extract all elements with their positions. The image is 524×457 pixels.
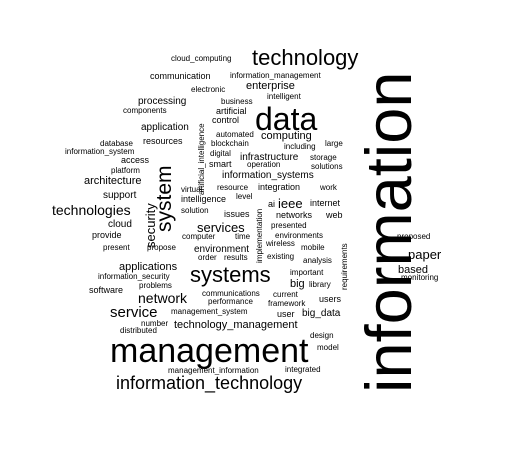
word: operation bbox=[247, 160, 281, 169]
word: artificial_intelligence bbox=[197, 123, 206, 195]
word: large bbox=[325, 139, 343, 148]
word: control bbox=[212, 115, 240, 125]
word: intelligent bbox=[267, 92, 301, 101]
word: model bbox=[317, 343, 339, 352]
word: processing bbox=[138, 96, 187, 107]
word: design bbox=[310, 331, 334, 340]
word: including bbox=[284, 142, 316, 151]
word: security bbox=[143, 203, 158, 248]
word: support bbox=[103, 190, 137, 201]
word: infrastructure bbox=[240, 152, 299, 163]
word: technology_management bbox=[174, 319, 298, 331]
word: application bbox=[141, 122, 189, 133]
word: platform bbox=[111, 166, 140, 175]
word: resources bbox=[143, 136, 183, 146]
word: user bbox=[277, 309, 295, 319]
word: blockchain bbox=[211, 139, 249, 148]
word: results bbox=[224, 253, 248, 262]
word: framework bbox=[268, 299, 306, 308]
word: internet bbox=[310, 198, 341, 208]
word: analysis bbox=[303, 256, 332, 265]
word: computing bbox=[261, 130, 312, 142]
word: communication bbox=[150, 71, 211, 81]
word: systems bbox=[190, 262, 271, 287]
word: performance bbox=[208, 297, 253, 306]
word: environment bbox=[194, 244, 250, 255]
word: storage bbox=[310, 153, 337, 162]
word: level bbox=[236, 192, 253, 201]
word: propose bbox=[147, 243, 176, 252]
word: software bbox=[89, 285, 124, 295]
word: applications bbox=[119, 261, 178, 273]
word: order bbox=[198, 253, 217, 262]
word: existing bbox=[267, 252, 295, 261]
word: ieee bbox=[278, 196, 303, 211]
word: big_data bbox=[302, 308, 341, 319]
word: integration bbox=[258, 182, 301, 192]
word: based bbox=[398, 264, 428, 276]
word: library bbox=[309, 280, 331, 289]
word: distributed bbox=[120, 326, 157, 335]
word: present bbox=[103, 243, 130, 252]
word: provide bbox=[92, 230, 122, 240]
word: number bbox=[141, 319, 169, 328]
word: technologies bbox=[52, 202, 131, 218]
word: work bbox=[320, 183, 337, 192]
word: users bbox=[319, 294, 342, 304]
word: resource bbox=[217, 183, 249, 192]
word: management_information bbox=[168, 366, 259, 375]
word: problems bbox=[139, 281, 172, 290]
word: ai bbox=[268, 199, 276, 209]
word: requirements bbox=[340, 243, 349, 290]
word: artificial bbox=[216, 106, 247, 116]
word: components bbox=[123, 106, 167, 115]
word: paper bbox=[408, 247, 442, 262]
word: networks bbox=[276, 210, 313, 220]
word: proposed bbox=[397, 232, 431, 241]
word: intelligence bbox=[181, 194, 227, 204]
word: cloud_computing bbox=[171, 54, 232, 63]
word: monitoring bbox=[401, 273, 439, 282]
word: smart bbox=[209, 159, 232, 169]
word: cloud bbox=[108, 219, 132, 230]
word: management bbox=[110, 332, 309, 370]
word: digital bbox=[210, 149, 231, 158]
word: computer bbox=[182, 232, 216, 241]
word: management_system bbox=[171, 307, 248, 316]
word: database bbox=[100, 139, 133, 148]
word: service bbox=[110, 304, 158, 321]
word: information_system bbox=[65, 147, 135, 156]
word: time bbox=[235, 232, 251, 241]
word: business bbox=[221, 97, 253, 106]
word: virtual bbox=[181, 185, 203, 194]
word: data bbox=[255, 101, 318, 137]
word: wireless bbox=[266, 239, 295, 248]
word: enterprise bbox=[246, 80, 295, 92]
word: information_management bbox=[230, 71, 321, 80]
word: architecture bbox=[84, 175, 142, 187]
word: information_technology bbox=[116, 373, 303, 393]
word: automated bbox=[216, 130, 254, 139]
word: solution bbox=[181, 206, 209, 215]
word: issues bbox=[224, 209, 250, 219]
word: mobile bbox=[301, 243, 325, 252]
word: information_security bbox=[98, 272, 170, 281]
word: access bbox=[121, 155, 150, 165]
word: environments bbox=[275, 231, 324, 240]
word: implementation bbox=[255, 208, 264, 263]
word: electronic bbox=[191, 85, 226, 94]
word: solutions bbox=[311, 162, 343, 171]
word: information_systems bbox=[222, 170, 314, 181]
word: current bbox=[273, 290, 298, 299]
word: services bbox=[197, 220, 245, 235]
word: important bbox=[290, 268, 324, 277]
word: network bbox=[138, 290, 188, 306]
word: web bbox=[326, 210, 343, 220]
word: integrated bbox=[285, 365, 321, 374]
word: communications bbox=[202, 289, 260, 298]
word: presented bbox=[271, 221, 307, 230]
word: big bbox=[290, 278, 305, 290]
word: technology bbox=[252, 45, 359, 70]
